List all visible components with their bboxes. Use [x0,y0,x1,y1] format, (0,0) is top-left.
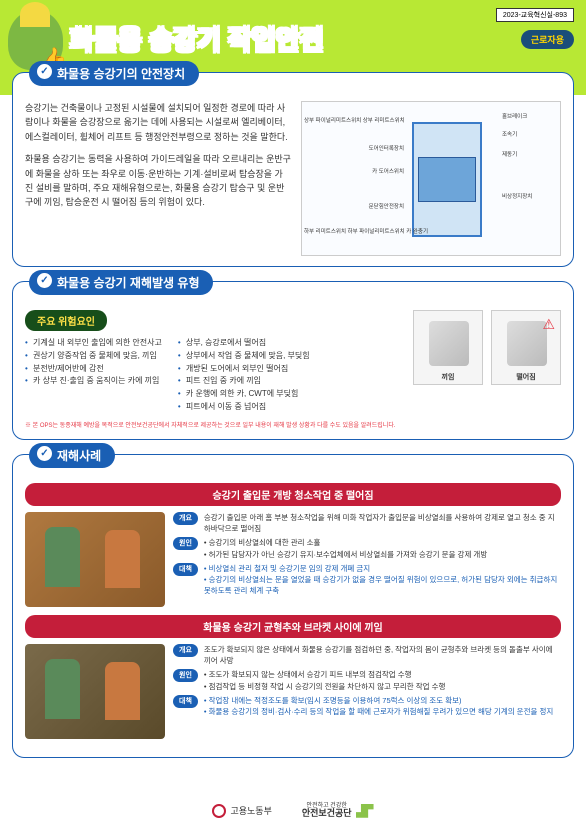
para1: 승강기는 건축물이나 고정된 시설물에 설치되어 일정한 경로에 따라 사람이나… [25,101,291,144]
case-title: 승강기 출입문 개방 청소작업 중 떨어짐 [25,483,561,506]
label-brake: 제동기 [502,150,517,158]
risk-image-fall: 떨어짐 [491,310,561,385]
case-1: 승강기 출입문 개방 청소작업 중 떨어짐 개요 승강기 출입문 아래 홈 부분 … [25,483,561,607]
risk-item: 카 상부 진·출입 중 움직이는 카에 끼임 [25,375,162,388]
risk-item: 피트 진입 중 카에 끼임 [178,375,310,388]
label-upper-limit: 상부 파이널리미트스위치 상부 리미트스위치 [304,116,404,124]
main-title: 화물용 승강기 작업안전 [70,20,324,57]
description-text: 승강기는 건축물이나 고정된 시설물에 설치되어 일정한 경로에 따라 사람이나… [25,101,291,256]
risk-list-right: 상부, 승강로에서 떨어짐상부에서 작업 중 물체에 맞음, 부딪힘개방된 도어… [178,337,310,414]
risk-factors-tag: 주요 위험요인 [25,310,107,331]
footer-org1: 고용노동부 [212,804,271,818]
audience-badge: 근로자용 [521,30,574,49]
moel-logo-icon [212,804,226,818]
case-2: 화물용 승강기 균형추와 브라켓 사이에 끼임 개요 조도가 확보되지 않은 상태… [25,615,561,739]
risk-image-pinch: 끼임 [413,310,483,385]
label-emergency-stop: 비상정지장치 [502,192,532,200]
case-cause: • 승강기의 비상열쇠에 대한 관리 소홀 • 허가된 담당자가 아닌 승강기 … [204,537,487,560]
risk-item: 개방된 도어에서 외부인 떨어짐 [178,363,310,376]
tag-cause: 원인 [173,537,198,550]
kosha-logo-icon [356,804,374,818]
label-lower-limit: 하부 리미트스위치 하부 파이널리미트스위치 카 완충기 [304,227,404,235]
case-cause: • 조도가 확보되지 않는 상태에서 승강기 피트 내부의 점검작업 수행 • … [204,669,446,692]
section-title: 화물용 승강기의 안전장치 [29,61,199,86]
tag-measure: 대책 [173,695,198,708]
section-case-studies: 재해사례 승강기 출입문 개방 청소작업 중 떨어짐 개요승강기 출입문 아래 … [12,454,574,758]
section-safety-devices: 화물용 승강기의 안전장치 승강기는 건축물이나 고정된 시설물에 설치되어 일… [12,72,574,267]
case-overview: 조도가 확보되지 않은 상태에서 화물용 승강기를 점검하던 중, 작업자의 몸… [204,644,561,667]
risk-item: 상부, 승강로에서 떨어짐 [178,337,310,350]
safety-poster: 2023-교육혁신실-893 근로자용 화물용 승강기 작업안전 화물용 승강기… [0,0,586,827]
case-measure: • 비상열쇠 관리 철저 및 승강기문 임의 강제 개폐 금지 • 승강기의 비… [204,563,561,597]
section-title: 화물용 승강기 재해발생 유형 [29,270,213,295]
disclaimer-note: ※ 본 OPS는 동종재해 예방을 목적으로 안전보건공단에서 자체적으로 제공… [25,420,561,429]
title-part1: 화물용 승강기 [70,25,221,55]
risk-item: 카 운행에 의한 카, CWT에 부딪힘 [178,388,310,401]
label-hall-brake: 홀브레이크 [502,112,527,120]
case-measure: • 작업장 내에는 적정조도를 확보(임시 조명등을 이용하여 75럭스 이상의… [204,695,553,718]
case-illustration [25,644,165,739]
footer: 고용노동부 안전하고 건강한안전보건공단 [0,803,586,819]
tag-measure: 대책 [173,563,198,576]
title-part2: 작업안전 [228,25,324,55]
risk-item: 상부에서 작업 중 물체에 맞음, 부딪힘 [178,350,310,363]
document-id: 2023-교육혁신실-893 [496,8,574,22]
risk-item: 기계실 내 외부인 출입에 의한 안전사고 [25,337,162,350]
case-illustration [25,512,165,607]
risk-list-left: 기계실 내 외부인 출입에 의한 안전사고권상기 양중작업 중 물체에 맞음, … [25,337,162,414]
footer-org2: 안전하고 건강한안전보건공단 [302,803,374,819]
label-governor: 조속기 [502,130,517,138]
tag-overview: 개요 [173,644,198,657]
tag-overview: 개요 [173,512,198,525]
label-door-interlock: 도어인터록장치 [342,144,404,152]
case-title: 화물용 승강기 균형추와 브라켓 사이에 끼임 [25,615,561,638]
label-car-door: 카 도어스위치 [342,167,404,175]
section-title: 재해사례 [29,443,115,468]
section-accident-types: 화물용 승강기 재해발생 유형 주요 위험요인 기계실 내 외부인 출입에 의한… [12,281,574,440]
para2: 화물용 승강기는 동력을 사용하여 가이드레일을 따라 오르내리는 운반구에 화… [25,152,291,210]
label-door-safety: 문닫힘안전장치 [342,202,404,210]
case-overview: 승강기 출입문 아래 홈 부분 청소작업을 위해 미화 작업자가 출입문을 비상… [204,512,561,535]
elevator-diagram: 상부 파이널리미트스위치 상부 리미트스위치 도어인터록장치 카 도어스위치 문… [301,101,561,256]
risk-item: 피트에서 이동 중 넘어짐 [178,401,310,414]
tag-cause: 원인 [173,669,198,682]
risk-item: 권상기 양중작업 중 물체에 맞음, 끼임 [25,350,162,363]
risk-item: 분전반/제어반에 감전 [25,363,162,376]
